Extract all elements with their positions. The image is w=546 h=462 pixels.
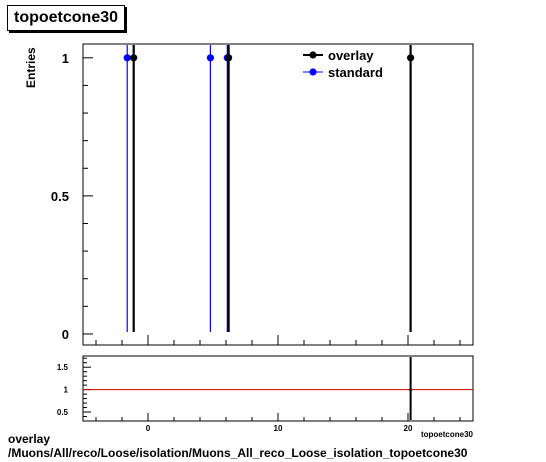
ratio-axis-ticks: 0.5 1 1.5 0 10 20 topoetcone30 <box>57 357 474 439</box>
ratio-x-tick-label: 10 <box>274 424 283 433</box>
main-axis-ticks: 00.51 <box>51 51 461 345</box>
ratio-plot-border <box>82 355 474 422</box>
standard-point <box>123 54 131 62</box>
main-data-marks <box>123 45 415 332</box>
y-tick-label: 0.5 <box>51 189 69 204</box>
main-plot-frame <box>82 43 474 346</box>
ratio-x-tick-label: 0 <box>146 424 151 433</box>
ratio-y-tick-label: 1 <box>64 386 69 395</box>
ratio-y-tick-label: 0.5 <box>57 408 69 417</box>
overlay-point <box>225 54 233 62</box>
legend-label-standard: standard <box>328 65 383 80</box>
footer-line-1: overlay <box>8 432 51 446</box>
overlay-point <box>130 54 138 62</box>
ratio-point <box>409 388 413 392</box>
legend-label-overlay: overlay <box>328 48 374 63</box>
overlay-point <box>407 54 415 62</box>
main-plot-border <box>82 43 474 346</box>
ratio-x-tick-label: 20 <box>404 424 413 433</box>
y-tick-label: 1 <box>62 51 69 66</box>
ratio-plot-frame <box>82 355 474 422</box>
chart-title: topoetcone30 <box>7 5 126 31</box>
ratio-y-tick-label: 1.5 <box>57 363 69 372</box>
x-axis-label: topoetcone30 <box>421 430 474 439</box>
standard-point <box>206 54 214 62</box>
y-tick-label: 0 <box>62 327 69 342</box>
legend-marker-overlay <box>309 51 317 59</box>
legend: overlay standard <box>303 48 383 80</box>
legend-marker-standard <box>309 68 317 76</box>
ratio-data-marks <box>83 357 473 420</box>
footer-line-2: /Muons/All/reco/Loose/isolation/Muons_Al… <box>8 446 468 460</box>
